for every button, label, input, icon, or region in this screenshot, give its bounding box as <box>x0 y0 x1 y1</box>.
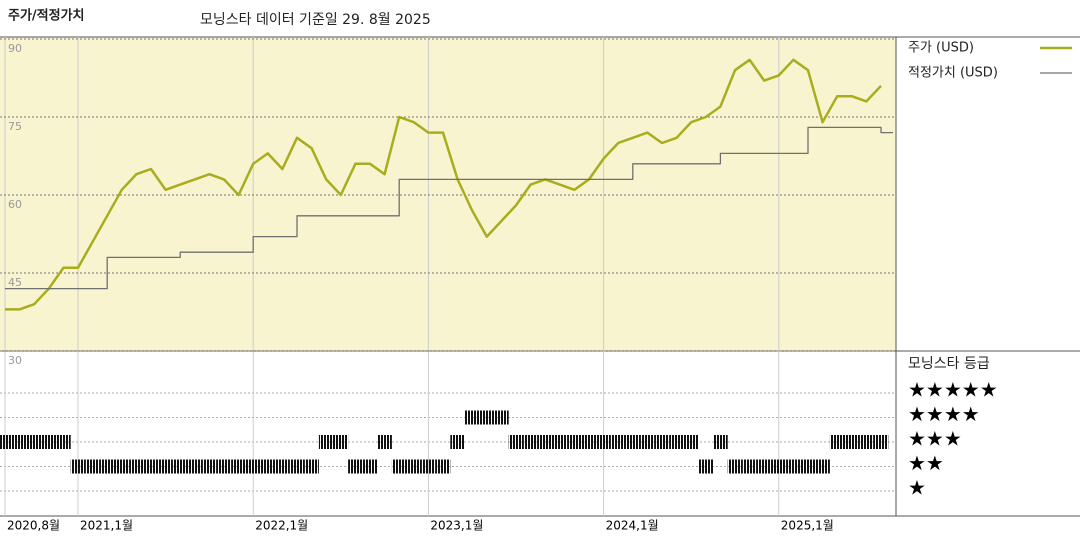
rating-bar <box>508 435 524 449</box>
rating-bar <box>435 459 451 474</box>
rating-bar <box>172 459 188 474</box>
rating-bar <box>85 459 100 474</box>
rating-bar <box>610 435 626 449</box>
rating-bar <box>815 459 830 474</box>
rating-bar <box>333 435 349 449</box>
rating-level-label: ★ <box>908 476 926 500</box>
rating-bar <box>421 459 436 474</box>
y-tick-label: 60 <box>8 198 22 211</box>
rating-bar <box>523 435 538 449</box>
rating-bar <box>289 459 305 474</box>
x-tick-label: 2022,1월 <box>255 519 308 533</box>
rating-bar <box>99 459 115 474</box>
rating-bar <box>537 435 553 449</box>
rating-bar <box>231 459 246 474</box>
rating-bar <box>377 435 392 449</box>
x-tick-label: 2024,1월 <box>606 519 659 533</box>
rating-bar <box>494 410 509 425</box>
x-tick-label: 2023,1월 <box>430 519 483 533</box>
rating-bar <box>450 435 465 449</box>
rating-bar <box>129 459 144 474</box>
rating-bar <box>0 435 15 449</box>
rating-bar <box>260 459 276 474</box>
chart-title: 주가/적정가치 <box>8 8 85 24</box>
series-line <box>5 58 882 311</box>
chart-subtitle: 모닝스타 데이터 기준일 29. 8월 2025 <box>200 12 431 28</box>
rating-bar <box>406 459 422 474</box>
rating-bar <box>596 435 611 449</box>
rating-bar <box>202 459 217 474</box>
rating-bar <box>216 459 232 474</box>
rating-bar <box>114 459 130 474</box>
legend-label: 적정가치 (USD) <box>908 66 998 81</box>
rating-bar <box>859 435 874 449</box>
rating-bar <box>625 435 641 449</box>
rating-bar <box>348 459 363 474</box>
rating-bar <box>844 435 860 449</box>
rating-bar <box>669 435 684 449</box>
rating-bar <box>187 459 203 474</box>
rating-bar <box>800 459 816 474</box>
y-tick-label: 45 <box>8 276 22 289</box>
legend-label: 주가 (USD) <box>908 41 974 56</box>
x-tick-label: 2020,8월 <box>7 519 60 533</box>
rating-bar <box>362 459 378 474</box>
price-panel <box>0 37 896 351</box>
y-tick-label: 30 <box>8 354 22 367</box>
series-line <box>5 126 893 290</box>
rating-bar <box>727 459 743 474</box>
rating-bar <box>158 459 173 474</box>
rating-bar <box>275 459 290 474</box>
rating-bar <box>26 435 42 449</box>
rating-bar <box>464 410 480 425</box>
rating-bar <box>771 459 787 474</box>
x-tick-label: 2021,1월 <box>80 519 133 533</box>
rating-bar <box>41 435 57 449</box>
rating-bar <box>756 459 772 474</box>
rating-bar <box>143 459 159 474</box>
rating-title: 모닝스타 등급 <box>908 356 990 372</box>
rating-bar <box>479 410 495 425</box>
rating-bar <box>245 459 261 474</box>
y-tick-label: 75 <box>8 120 22 133</box>
rating-bar <box>56 435 71 449</box>
rating-bar <box>683 435 699 449</box>
rating-level-label: ★★★ <box>908 427 962 451</box>
x-tick-label: 2025,1월 <box>781 519 834 533</box>
rating-bar <box>873 435 889 449</box>
rating-bar <box>654 435 670 449</box>
rating-bar <box>567 435 582 449</box>
rating-bar <box>713 435 728 449</box>
rating-bar <box>742 459 757 474</box>
rating-bar <box>552 435 568 449</box>
rating-bar <box>786 459 801 474</box>
rating-level-label: ★★ <box>908 451 944 475</box>
rating-level-label: ★★★★★ <box>908 378 998 402</box>
rating-bar <box>829 435 845 449</box>
rating-level-label: ★★★★ <box>908 402 980 426</box>
rating-bar <box>70 459 86 474</box>
rating-bar <box>304 459 319 474</box>
y-tick-label: 90 <box>8 42 22 55</box>
rating-bar <box>581 435 597 449</box>
rating-bar <box>391 459 407 474</box>
rating-bar <box>12 435 27 449</box>
rating-bar <box>318 435 334 449</box>
rating-bar <box>640 435 655 449</box>
rating-bar <box>698 459 714 474</box>
